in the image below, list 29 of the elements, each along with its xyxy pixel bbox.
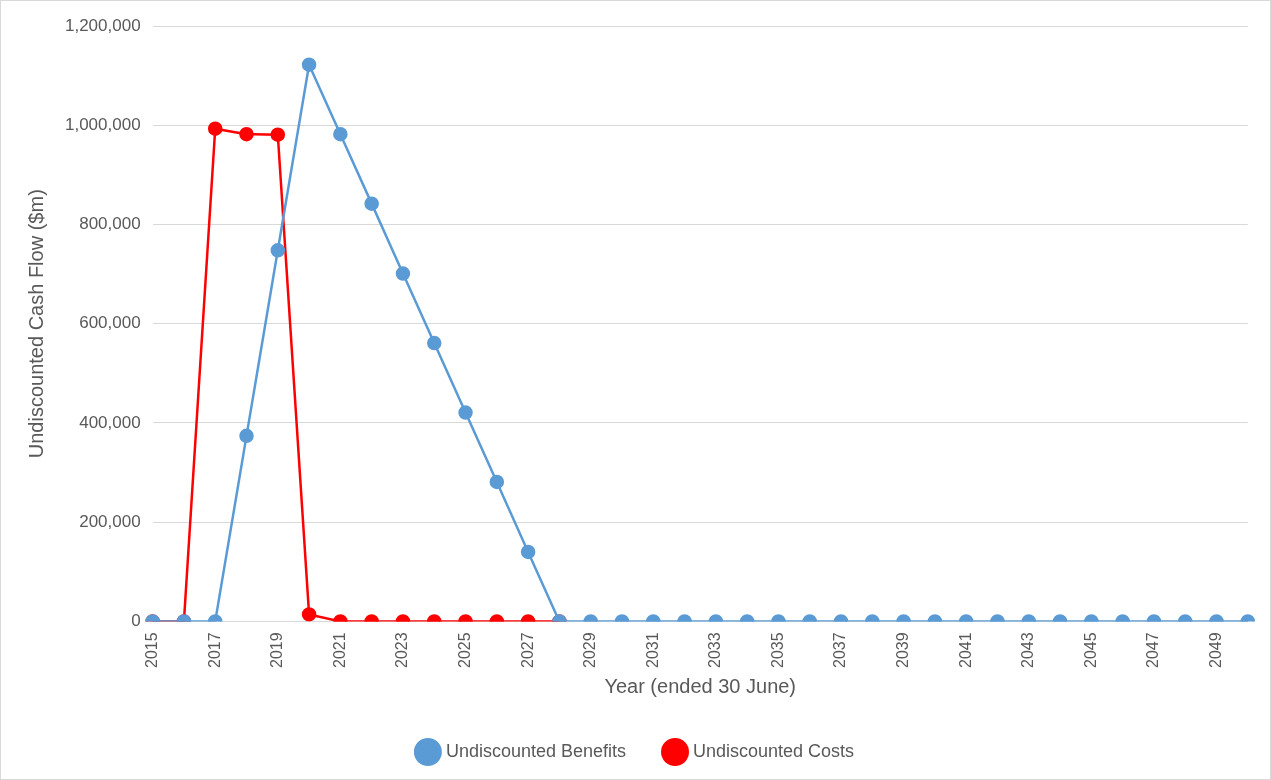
y-tick-label: 0: [131, 611, 141, 631]
x-tick-label: 2049: [1206, 632, 1224, 668]
x-tick-label: 2023: [393, 632, 411, 668]
x-tick-label: 2043: [1019, 632, 1037, 668]
x-tick-label: 2047: [1144, 632, 1162, 668]
x-tick-label: 2041: [956, 632, 974, 668]
x-tick-label: 2021: [330, 632, 348, 668]
x-tick-label: 2045: [1081, 632, 1099, 668]
legend-label: Undiscounted Costs: [693, 740, 855, 761]
x-tick-label: 2039: [894, 632, 912, 668]
y-tick-label: 800,000: [79, 214, 141, 234]
x-tick-label: 2017: [205, 632, 223, 668]
x-tick-label: 2031: [643, 632, 661, 668]
x-tick-label: 2037: [831, 632, 849, 668]
x-tick-label: 2015: [143, 632, 161, 668]
y-tick-label: 200,000: [79, 511, 141, 531]
legend-label: Undiscounted Benefits: [445, 740, 627, 761]
y-tick-label: 600,000: [79, 313, 141, 333]
y-axis-title: Undiscounted Cash Flow ($m): [24, 189, 47, 459]
x-tick-label: 2033: [706, 632, 724, 668]
y-tick-label: 1,000,000: [64, 114, 141, 134]
x-tick-label: 2035: [768, 632, 786, 668]
x-tick-label: 2025: [455, 632, 473, 668]
x-tick-label: 2027: [518, 632, 536, 668]
x-axis-title: Year (ended 30 June): [604, 674, 797, 697]
y-tick-label: 400,000: [79, 412, 141, 432]
x-tick-label: 2019: [268, 632, 286, 668]
y-tick-label: 1,200,000: [64, 15, 141, 35]
x-tick-label: 2029: [581, 632, 599, 668]
